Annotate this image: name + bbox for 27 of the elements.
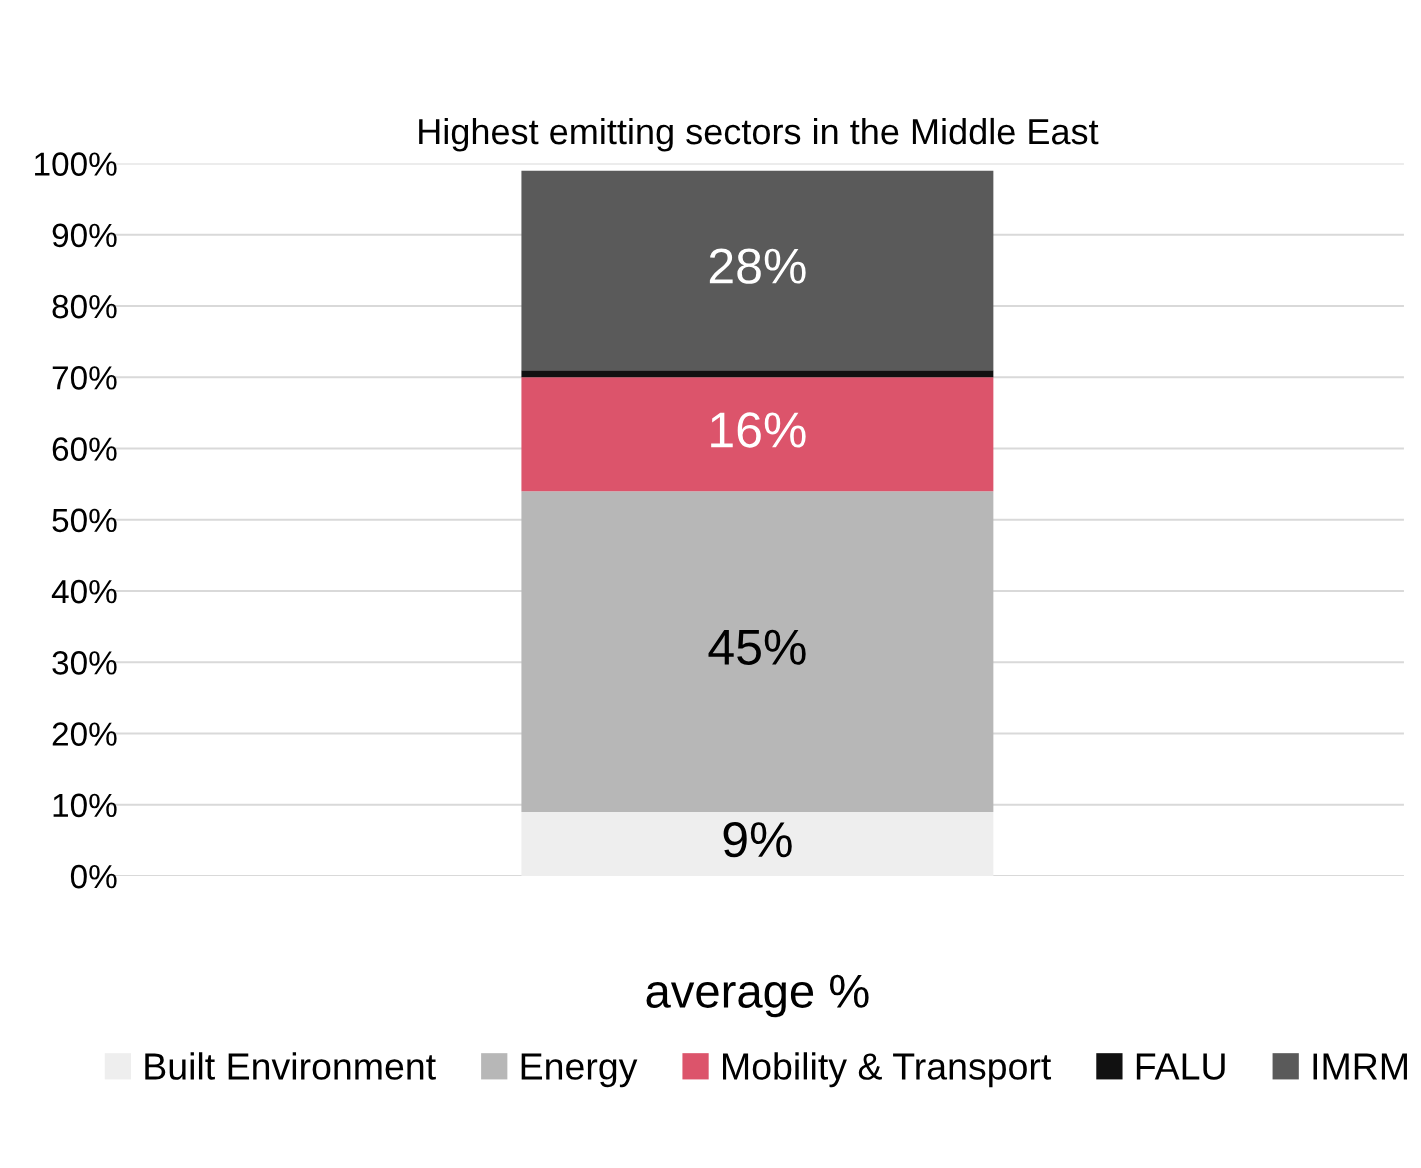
legend-label: Energy (521, 1053, 638, 1088)
y-tick-label: 100% (35, 152, 117, 176)
bar (521, 377, 994, 492)
bar (521, 491, 994, 812)
data-label: 9% (723, 821, 792, 858)
bar (521, 170, 994, 371)
chart-title: Highest emitting sectors in the Middle East (419, 117, 1099, 152)
data-label: 16% (711, 412, 806, 448)
y-tick-label: 80% (52, 294, 117, 319)
legend-label: Built Environment (145, 1052, 436, 1080)
bar (521, 370, 994, 378)
data-label: 28% (709, 248, 806, 284)
y-tick-label: 30% (52, 651, 117, 675)
y-tick-label: 20% (52, 722, 117, 746)
data-label: 45% (708, 629, 806, 665)
x-tick-label: average % (646, 974, 869, 1018)
y-tick-label: 90% (52, 223, 117, 248)
y-tick-label: 40% (51, 579, 117, 604)
legend-label: Mobility & Transport (723, 1052, 1052, 1088)
y-tick-label: 60% (52, 437, 117, 461)
bar (521, 811, 994, 876)
legend-label: IMRM (1313, 1053, 1407, 1080)
y-tick-label: 0% (70, 864, 117, 889)
legend-label: FALU (1136, 1053, 1225, 1080)
y-tick-label: 10% (53, 793, 117, 818)
y-tick-label: 70% (52, 366, 117, 390)
y-tick-label: 50% (52, 508, 117, 533)
